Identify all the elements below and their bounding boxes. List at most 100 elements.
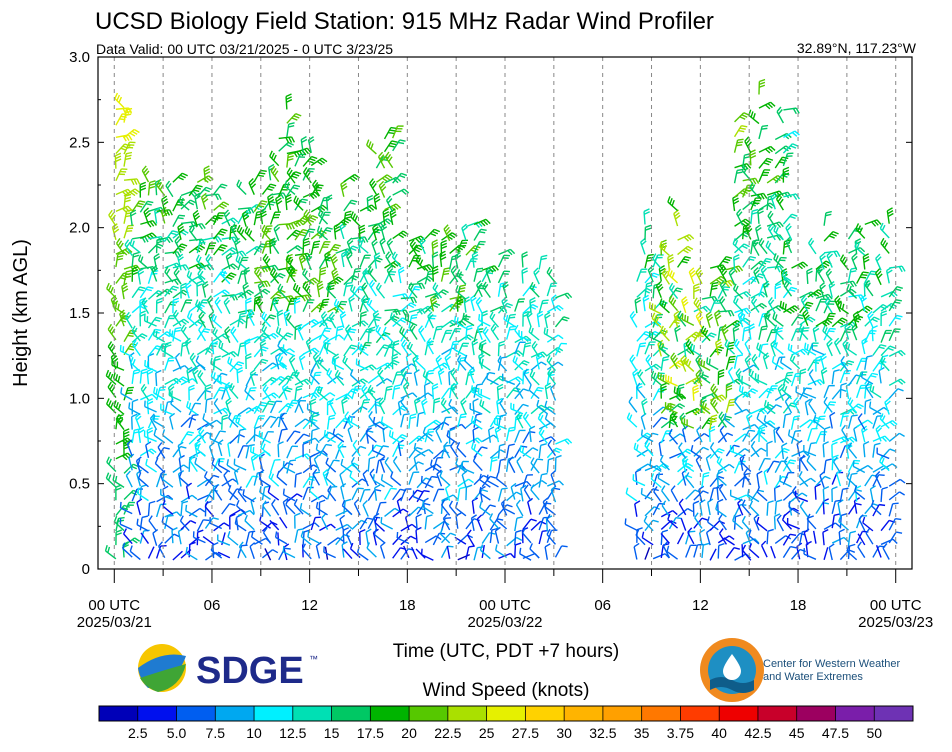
wind-barb	[176, 358, 182, 370]
wind-barb-flag	[316, 444, 317, 450]
wind-barb-flag	[477, 268, 483, 269]
wind-barb	[139, 260, 149, 268]
wind-barb-flag	[180, 246, 186, 248]
wind-barb-flag	[489, 533, 495, 534]
wind-barb-flag	[467, 325, 473, 327]
wind-barb-flag	[473, 399, 478, 402]
wind-barb-flag	[146, 204, 152, 205]
wind-barb-flag	[677, 406, 682, 409]
wind-barb-flag	[190, 313, 192, 319]
wind-barb-flag	[478, 324, 482, 328]
wind-barb-flag	[455, 316, 456, 322]
wind-barb-flag	[107, 457, 109, 462]
wind-barb-flag	[289, 137, 292, 142]
wind-barb	[401, 364, 412, 371]
wind-barb	[254, 212, 256, 225]
wind-barb-flag	[710, 443, 713, 448]
wind-barb-flag	[711, 333, 717, 335]
wind-barb-flag	[255, 427, 261, 429]
wind-barb	[124, 388, 128, 400]
wind-barb-flag	[109, 400, 111, 406]
wind-barb	[376, 175, 387, 182]
wind-barb-flag	[726, 388, 732, 390]
wind-barb-flag	[522, 255, 527, 258]
wind-barb-flag	[324, 430, 325, 436]
wind-barb	[231, 332, 238, 343]
wind-barb-flag	[432, 240, 437, 243]
wind-barb	[287, 155, 288, 168]
wind-barb	[767, 531, 768, 544]
wind-barb-flag	[361, 315, 367, 317]
wind-barb-flag	[520, 445, 521, 451]
wind-barb-flag	[193, 415, 199, 416]
wind-barb	[287, 446, 292, 458]
wind-barb	[491, 329, 498, 340]
wind-barb-flag	[117, 95, 119, 100]
wind-barb-flag	[111, 374, 113, 380]
wind-barb-flag	[175, 328, 181, 329]
wind-barb-flag	[298, 246, 303, 249]
wind-barb-flag	[191, 228, 194, 233]
wind-barb-flag	[694, 287, 700, 289]
wind-barb-flag	[270, 184, 276, 186]
wind-barb-flag	[286, 144, 291, 147]
wind-barb	[515, 299, 519, 311]
wind-barb	[759, 314, 763, 326]
wind-barb-flag	[675, 290, 681, 291]
wind-barb-flag	[162, 196, 167, 199]
wind-barb-flag	[126, 471, 130, 475]
wind-barb-flag	[351, 345, 357, 346]
wind-barb-flag	[261, 343, 266, 346]
wind-barb-flag	[634, 543, 639, 546]
wind-barb	[343, 549, 352, 559]
wind-barb-flag	[626, 488, 627, 494]
wind-barb-flag	[265, 289, 270, 292]
wind-barb-flag	[445, 518, 451, 519]
wind-barb-flag	[446, 485, 451, 489]
wind-barb-flag	[476, 271, 482, 272]
wind-barb-flag	[132, 241, 134, 247]
wind-barb-flag	[223, 202, 228, 205]
wind-barb	[447, 546, 449, 559]
wind-barb	[376, 460, 378, 473]
wind-barb-flag	[204, 169, 209, 172]
wind-barb-flag	[434, 398, 440, 400]
wind-barb	[743, 425, 755, 430]
wind-barb-flag	[674, 387, 675, 393]
wind-barb-flag	[205, 384, 211, 386]
wind-barb-flag	[228, 531, 230, 537]
wind-barb-flag	[776, 405, 782, 407]
wind-barb-flag	[499, 344, 505, 346]
wind-barb-flag	[374, 529, 376, 535]
wind-barb-flag	[155, 329, 161, 330]
wind-barb-flag	[299, 234, 305, 236]
wind-barb-flag	[327, 431, 328, 437]
wind-barb-flag	[515, 543, 521, 545]
wind-barb-flag	[238, 257, 240, 263]
wind-barb-flag	[559, 481, 563, 485]
wind-barb	[401, 489, 406, 501]
wind-barb-flag	[133, 252, 139, 254]
wind-barb	[752, 302, 759, 313]
wind-barb	[524, 490, 531, 501]
wind-barb-flag	[472, 515, 477, 518]
wind-barb-flag	[460, 285, 466, 286]
wind-barb-flag	[376, 283, 379, 288]
wind-barb	[775, 516, 776, 529]
wind-barb	[205, 243, 210, 255]
wind-barb-flag	[184, 465, 189, 468]
wind-barb-flag	[252, 476, 258, 477]
wind-barb-flag	[140, 336, 145, 339]
wind-barb-flag	[390, 341, 392, 347]
wind-barb-flag	[266, 259, 269, 264]
wind-barb	[498, 460, 500, 473]
wind-barb-flag	[190, 272, 192, 278]
wind-barb-flag	[745, 339, 749, 343]
wind-barb-flag	[224, 471, 228, 476]
wind-barb-flag	[548, 440, 551, 445]
wind-barb-flag	[367, 140, 369, 146]
wind-barb-flag	[742, 376, 743, 382]
wind-barb	[661, 331, 670, 341]
wind-barb	[303, 465, 313, 473]
wind-barb	[393, 548, 401, 558]
